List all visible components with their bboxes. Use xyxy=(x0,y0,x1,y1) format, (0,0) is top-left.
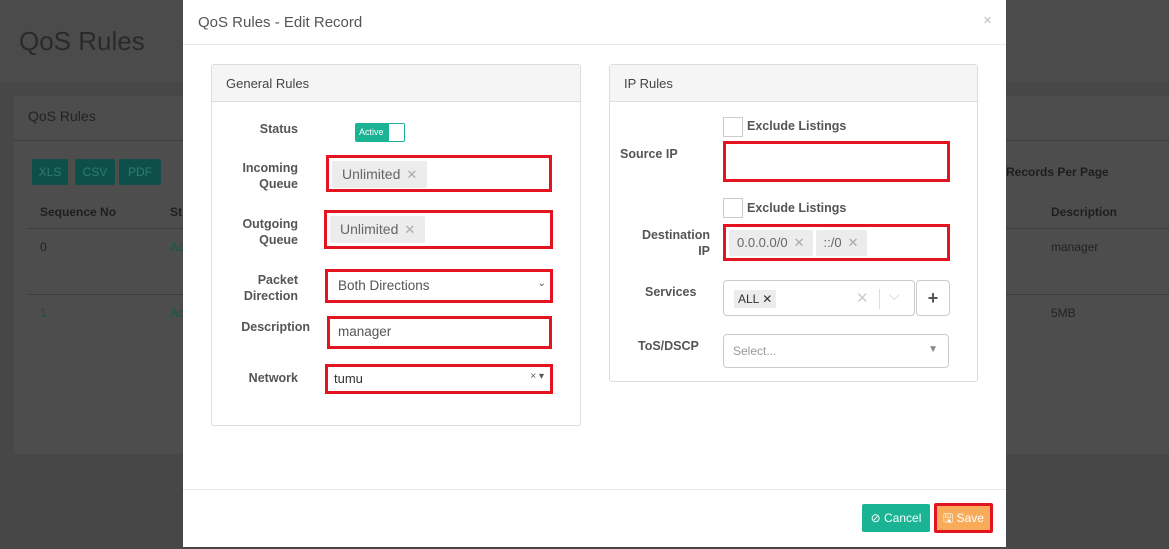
ip-tag: 0.0.0.0/0 ✕ xyxy=(729,230,813,256)
tos-dscp-label: ToS/DSCP xyxy=(638,339,699,353)
services-select[interactable]: ALL ✕ ✕ ⌵ xyxy=(723,280,915,316)
source-exclude-checkbox[interactable] xyxy=(723,117,743,137)
col-description[interactable]: Description xyxy=(1051,205,1118,219)
card-title: QoS Rules xyxy=(28,108,96,124)
status-label: Status xyxy=(259,122,298,136)
status-toggle[interactable]: Active xyxy=(355,123,405,142)
services-label: Services xyxy=(645,285,697,299)
panel-title: General Rules xyxy=(212,65,580,102)
packet-direction-label: Packet Direction xyxy=(243,273,298,303)
destination-ip-input[interactable]: 0.0.0.0/0 ✕::/0 ✕ xyxy=(723,224,950,261)
cancel-button[interactable]: ⊘ Cancel xyxy=(862,504,930,532)
network-label: Network xyxy=(248,371,298,385)
remove-icon[interactable]: ✕ xyxy=(762,292,773,306)
row-status: Ac xyxy=(170,306,185,320)
csv-button[interactable]: CSV xyxy=(75,159,115,185)
clear-icon[interactable]: ✕ xyxy=(856,290,869,307)
service-tag: ALL ✕ xyxy=(734,290,777,308)
caret-down-icon: ▼ xyxy=(928,344,938,355)
exclude-listings-label: Exclude Listings xyxy=(747,201,847,215)
packet-direction-select[interactable]: Both Directions ⌄ xyxy=(325,269,553,303)
ip-rules-panel: IP Rules Exclude Listings Source IP Excl… xyxy=(609,64,978,382)
add-service-button[interactable]: + xyxy=(916,280,950,316)
tos-placeholder: Select... xyxy=(733,344,777,358)
remove-icon[interactable]: ✕ xyxy=(406,167,418,182)
destination-exclude-checkbox[interactable] xyxy=(723,198,743,218)
destination-ip-label: Destination IP xyxy=(641,228,710,258)
queue-tag: Unlimited ✕ xyxy=(330,216,426,243)
toggle-label: Active xyxy=(359,127,384,137)
page-title: QoS Rules xyxy=(19,26,145,56)
xls-button[interactable]: XLS xyxy=(32,159,68,185)
incoming-queue-select[interactable]: Unlimited ✕ xyxy=(326,155,552,192)
remove-icon[interactable]: ✕ xyxy=(793,235,805,250)
save-icon: 🖫 xyxy=(943,511,954,525)
row-status: Ac xyxy=(170,240,185,254)
modal-title: QoS Rules - Edit Record xyxy=(198,14,363,31)
row-description: manager xyxy=(1051,240,1099,254)
outgoing-queue-label: Outgoing Queue xyxy=(242,217,298,247)
col-status[interactable]: St xyxy=(170,205,182,219)
chevron-down-icon: ⌄ xyxy=(537,278,546,289)
cancel-icon: ⊘ xyxy=(870,511,881,525)
source-ip-input[interactable] xyxy=(723,141,950,182)
row-seq: 0 xyxy=(40,240,47,254)
close-icon[interactable]: × xyxy=(983,12,992,29)
queue-tag: Unlimited ✕ xyxy=(332,161,428,188)
panel-title: IP Rules xyxy=(610,65,977,102)
row-seq: 1 xyxy=(40,306,47,320)
clear-icon[interactable]: × ▾ xyxy=(530,371,544,382)
incoming-queue-label: Incoming Queue xyxy=(242,161,298,191)
col-sequence[interactable]: Sequence No xyxy=(40,205,117,219)
chevron-down-icon[interactable]: ⌵ xyxy=(889,287,900,303)
row-description: 5MB xyxy=(1051,306,1076,320)
outgoing-queue-select[interactable]: Unlimited ✕ xyxy=(324,210,553,249)
save-button[interactable]: 🖫 Save xyxy=(934,503,993,533)
remove-icon[interactable]: ✕ xyxy=(404,222,416,237)
remove-icon[interactable]: ✕ xyxy=(847,235,859,250)
tos-dscp-select[interactable]: Select... ▼ xyxy=(723,334,949,368)
description-label: Description xyxy=(241,320,310,334)
network-select[interactable]: tumu × ▾ xyxy=(325,364,553,394)
pdf-button[interactable]: PDF xyxy=(119,159,161,185)
general-rules-panel: General Rules Status Active Incoming Que… xyxy=(211,64,581,426)
description-input[interactable]: manager xyxy=(327,316,552,349)
records-per-page[interactable]: Records Per Page xyxy=(1006,165,1109,179)
edit-record-modal: QoS Rules - Edit Record × General Rules … xyxy=(183,0,1006,547)
source-ip-label: Source IP xyxy=(620,147,678,161)
exclude-listings-label: Exclude Listings xyxy=(747,119,847,133)
ip-tag: ::/0 ✕ xyxy=(815,230,867,256)
